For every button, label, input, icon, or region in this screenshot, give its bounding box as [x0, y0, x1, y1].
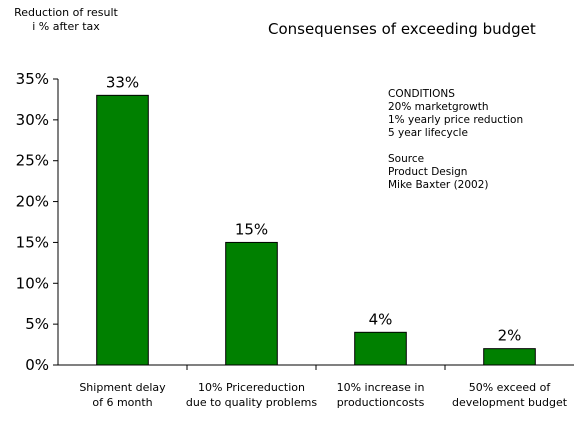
bar	[354, 331, 407, 366]
source-line: Mike Baxter (2002)	[388, 179, 489, 191]
bar	[225, 241, 278, 366]
source-heading: Source	[388, 153, 425, 165]
bar	[483, 348, 536, 366]
chart-title: Consequenses of exceeding budget	[268, 20, 536, 38]
condition-line: 20% marketgrowth	[388, 101, 489, 113]
data-label: 2%	[498, 327, 522, 345]
x-tick-label: 10% Pricereduction	[198, 381, 305, 394]
x-tick-label: Shipment delay	[79, 381, 166, 394]
y-axis-title: Reduction of result i % after tax	[6, 6, 126, 34]
x-tick-label: of 6 month	[92, 396, 152, 409]
condition-line: 1% yearly price reduction	[388, 114, 524, 126]
x-tick-label: 50% exceed of	[469, 381, 552, 394]
y-tick-label: 5%	[25, 315, 49, 333]
x-tick-label: due to quality problems	[186, 396, 317, 409]
y-tick-label: 30%	[16, 111, 49, 129]
y-tick-label: 0%	[25, 356, 49, 374]
x-tick-label: 10% increase in	[337, 381, 425, 394]
y-tick-label: 15%	[16, 233, 49, 251]
y-tick-label: 20%	[16, 193, 49, 211]
x-tick-label: productioncosts	[337, 396, 425, 409]
x-tick-label: development budget	[452, 396, 568, 409]
y-tick-label: 10%	[16, 274, 49, 292]
conditions-heading: CONDITIONS	[388, 88, 455, 100]
y-tick-label: 25%	[16, 152, 49, 170]
data-label: 15%	[235, 220, 268, 238]
y-tick-label: 35%	[16, 70, 49, 88]
y-axis-title-line-1: Reduction of result	[14, 6, 118, 19]
bar	[96, 94, 149, 366]
condition-line: 5 year lifecycle	[388, 127, 468, 139]
source-line: Product Design	[388, 166, 468, 178]
y-axis-title-line-2: i % after tax	[32, 20, 100, 33]
conditions-annotation: CONDITIONS 20% marketgrowth 1% yearly pr…	[388, 88, 523, 192]
data-label: 33%	[106, 73, 139, 91]
data-label: 4%	[369, 310, 393, 328]
